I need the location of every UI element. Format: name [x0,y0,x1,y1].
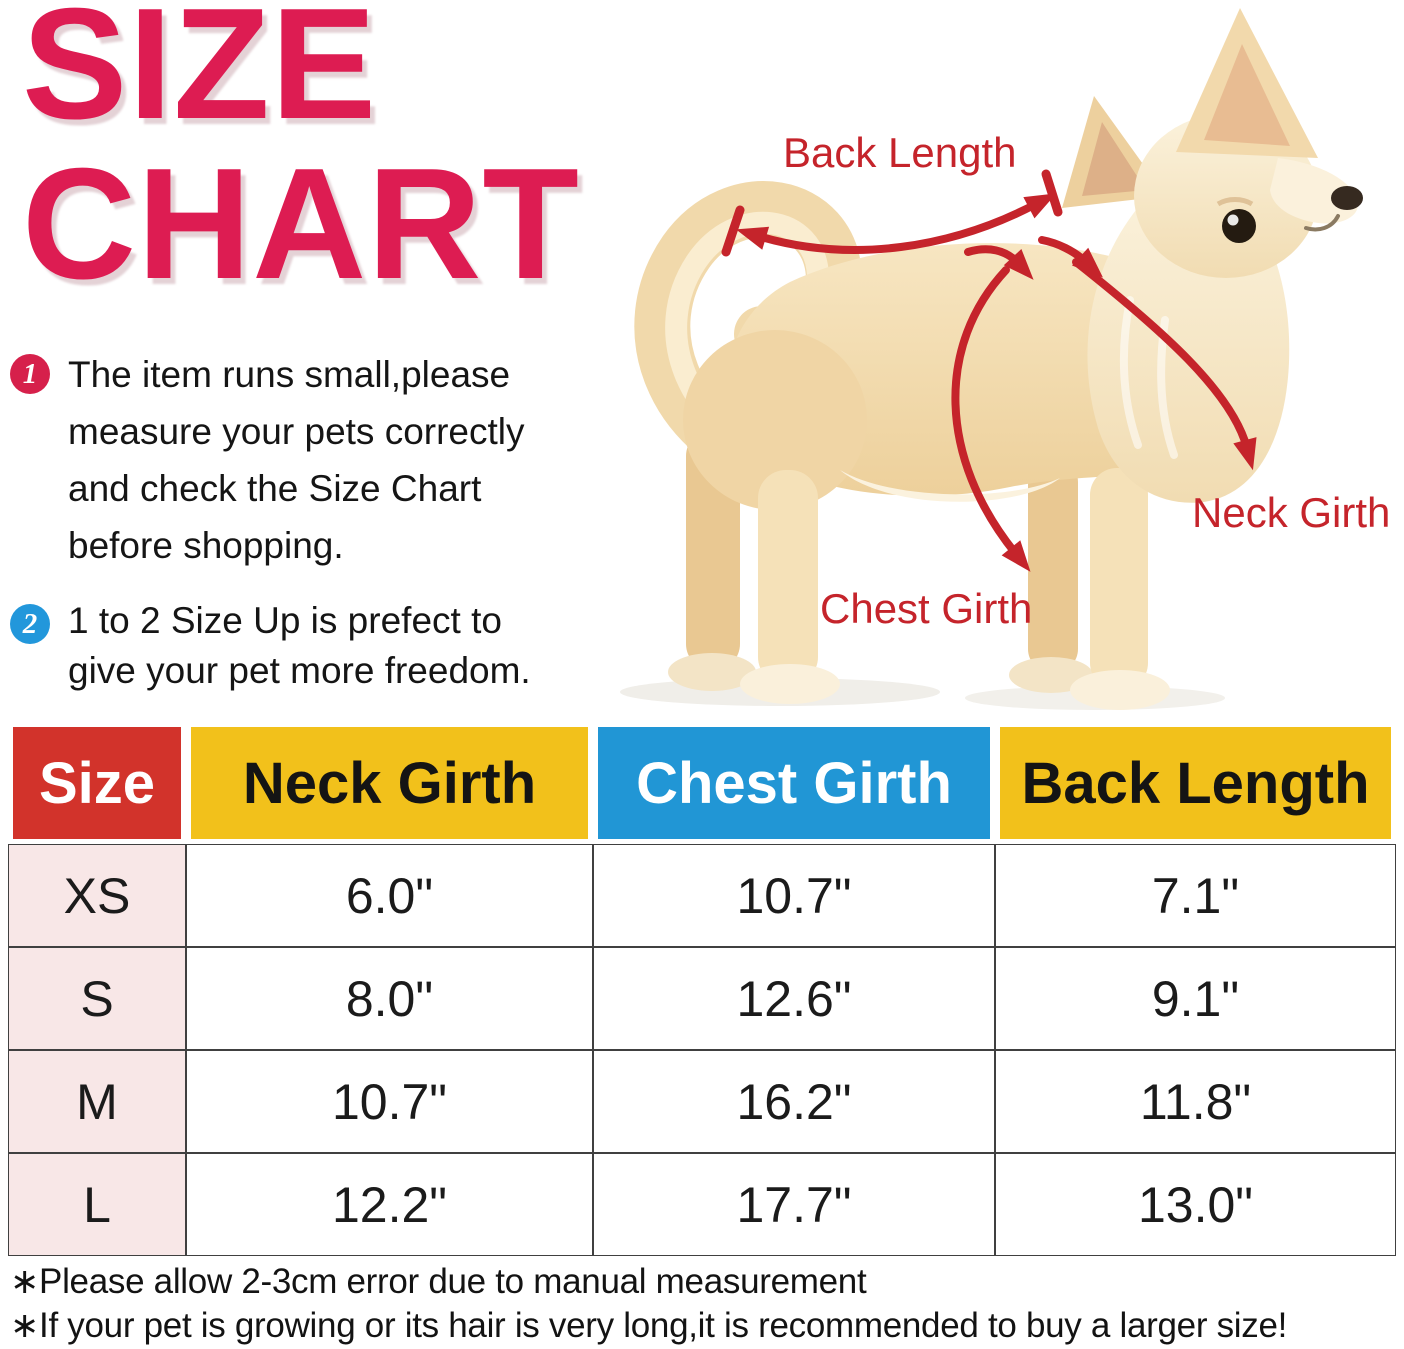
value-cell: 9.1" [995,947,1396,1050]
col-header-back-length: Back Length [995,722,1396,844]
table-row: M 10.7" 16.2" 11.8" [8,1050,1396,1153]
table-row: S 8.0" 12.6" 9.1" [8,947,1396,1050]
value-cell: 11.8" [995,1050,1396,1153]
neck-girth-label: Neck Girth [1192,489,1391,536]
dog-photo [620,8,1363,710]
size-cell: L [8,1153,186,1256]
note-item-2: 2 1 to 2 Size Up is prefect to give your … [10,596,610,696]
value-cell: 7.1" [995,844,1396,947]
dog-illustration [620,8,1363,710]
value-cell: 17.7" [593,1153,995,1256]
dog-muzzle [1270,158,1359,224]
note-number-badge-1: 1 [10,354,50,394]
note-text-2: 1 to 2 Size Up is prefect to give your pe… [68,600,531,691]
back-length-tick [1041,169,1063,217]
dog-belly-fluff [840,470,1060,502]
size-cell: M [8,1050,186,1153]
notes-list: 1 The item runs small,please measure your… [10,346,610,696]
dog-eye-highlight [1227,214,1239,226]
footnote-1: ∗Please allow 2-3cm error due to manual … [10,1262,867,1301]
back-length-label: Back Length [783,129,1017,176]
dog-thigh [683,330,867,510]
dog-front-leg-near [1090,468,1148,690]
chest-girth-arrow [951,245,1034,572]
size-table: Size Neck Girth Chest Girth Back Length … [8,722,1396,1256]
dog-rear-leg-near [758,470,818,685]
neck-girth-arrow [1038,236,1257,471]
value-cell: 6.0" [186,844,593,947]
value-cell: 13.0" [995,1153,1396,1256]
size-cell: XS [8,844,186,947]
value-cell: 12.2" [186,1153,593,1256]
dog-brow [1216,197,1254,207]
dog-eye [1222,209,1256,243]
back-length-tick [721,205,745,257]
col-header-size: Size [8,722,186,844]
value-cell: 8.0" [186,947,593,1050]
value-cell: 10.7" [593,844,995,947]
measurement-annotations [721,169,1257,572]
value-cell: 12.6" [593,947,995,1050]
dog-paw [740,664,840,704]
dog-ear-left-inner [1082,122,1146,196]
footnote-2: ∗If your pet is growing or its hair is v… [10,1306,1288,1345]
dog-paw [1009,657,1093,693]
dog-paw [1070,670,1170,710]
page-title-line2: CHART [22,136,580,312]
back-length-arrow [721,169,1063,257]
size-cell: S [8,947,186,1050]
note-item-1: 1 The item runs small,please measure your… [10,346,610,574]
page-title: SIZE CHART [22,0,580,304]
footnotes: ∗Please allow 2-3cm error due to manual … [10,1260,1287,1348]
note-number-badge-2: 2 [10,604,50,644]
size-table-header-row: Size Neck Girth Chest Girth Back Length [8,722,1396,844]
chest-girth-label: Chest Girth [820,585,1033,632]
value-cell: 16.2" [593,1050,995,1153]
value-cell: 10.7" [186,1050,593,1153]
col-header-neck-girth: Neck Girth [186,722,593,844]
table-row: XS 6.0" 10.7" 7.1" [8,844,1396,947]
note-text-1: The item runs small,please measure your p… [68,354,525,566]
dog-front-leg-far [1028,458,1078,673]
dog-mouth [1304,214,1340,232]
size-table-body: XS 6.0" 10.7" 7.1" S 8.0" 12.6" 9.1" M 10.7" 16.2"… [8,844,1396,1256]
dog-nose [1331,186,1363,210]
dog-paw [668,653,756,691]
col-header-chest-girth: Chest Girth [593,722,995,844]
dog-ear-right-inner [1204,44,1290,146]
page-title-line1: SIZE [22,0,378,152]
table-row: L 12.2" 17.7" 13.0" [8,1153,1396,1256]
